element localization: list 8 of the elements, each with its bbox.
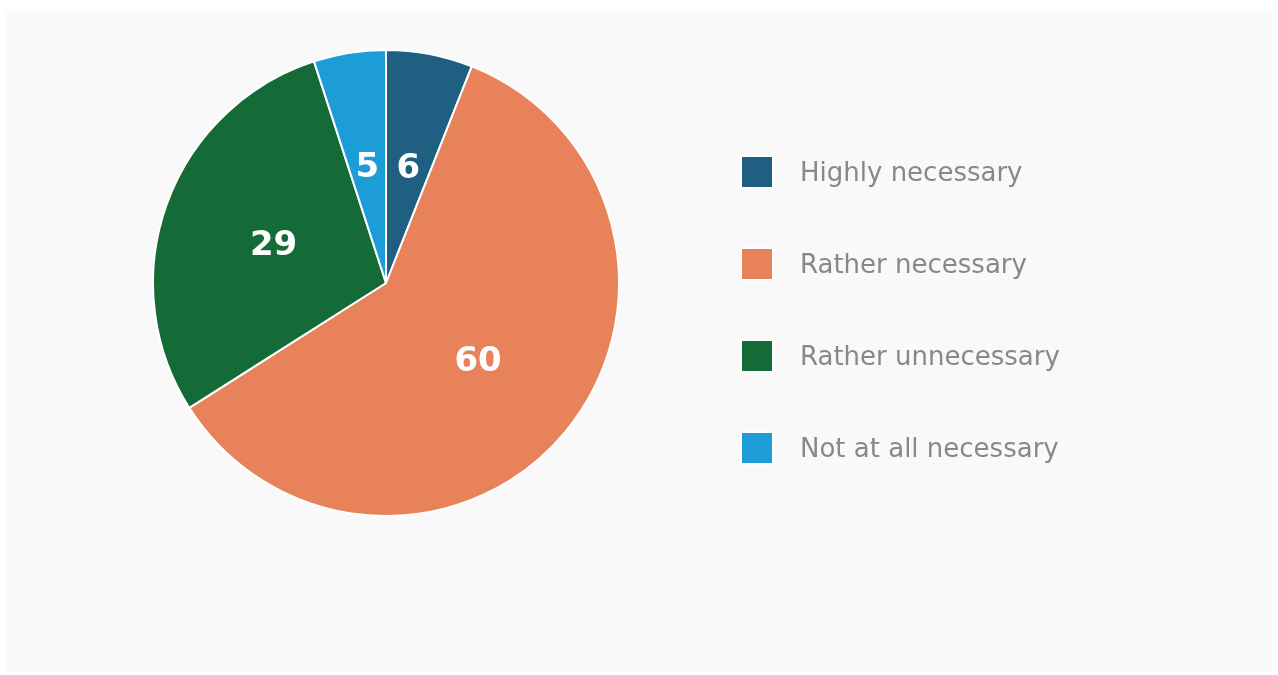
data-label: 5: [355, 144, 380, 185]
data-label: 29: [249, 222, 298, 263]
legend-label: Highly necessary: [800, 157, 1023, 187]
legend-label: Rather unnecessary: [800, 341, 1060, 371]
legend-label: Not at all necessary: [800, 433, 1059, 463]
data-label: 6: [396, 145, 421, 186]
data-label: 60: [454, 339, 502, 380]
legend-label: Rather necessary: [800, 249, 1027, 279]
